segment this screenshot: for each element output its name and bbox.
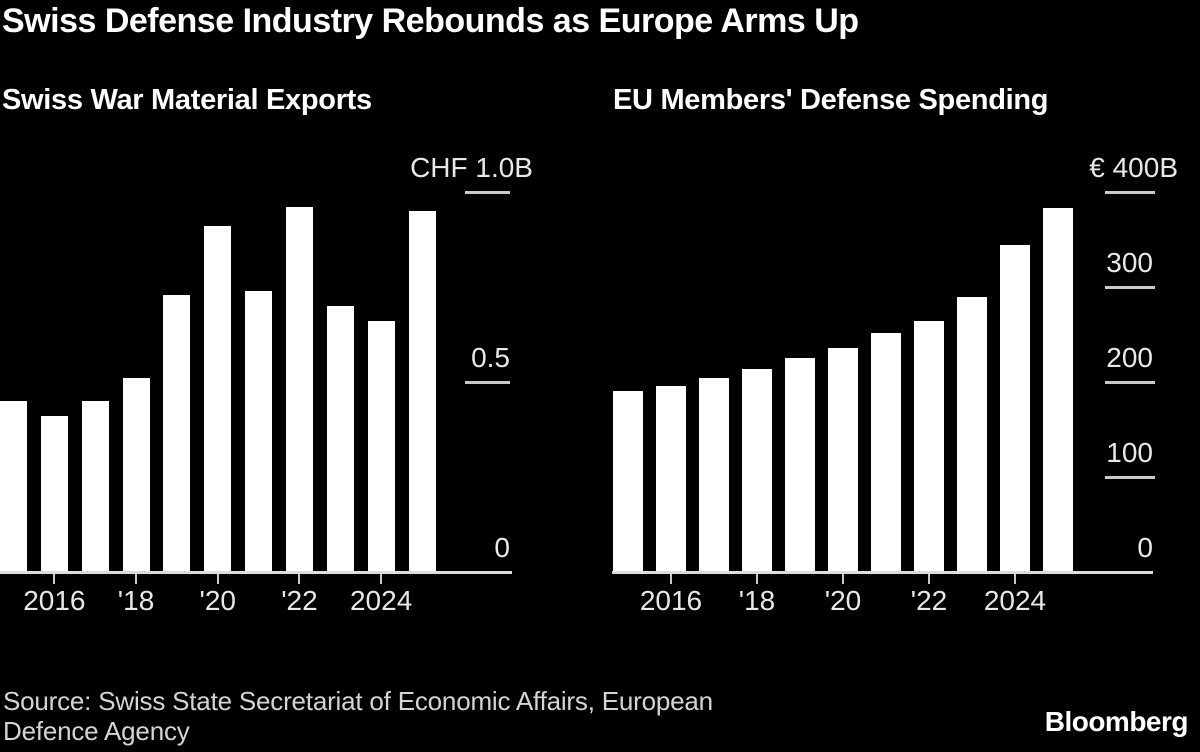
bar-2023 (326, 306, 354, 572)
y-tick-label-400: € 400B (1089, 152, 1178, 183)
bar-2016 (40, 416, 68, 572)
x-tick-label-2020: '20 (824, 585, 862, 616)
bar-2024 (367, 321, 395, 572)
y-gridline-1 (465, 190, 510, 194)
bloomberg-logo: Bloomberg (1044, 706, 1189, 737)
bar-2016 (656, 385, 686, 572)
bar-2025 (408, 211, 436, 572)
x-tick-2018 (135, 574, 138, 584)
x-tick-label-2022: '22 (910, 585, 948, 616)
x-tick-label-2018: '18 (738, 585, 776, 616)
y-tick-label-0: 0 (494, 532, 510, 563)
source-attribution: Source: Swiss State Secretariat of Econo… (3, 686, 713, 746)
y-tick-label-0: 0 (1137, 532, 1153, 563)
y-gridline-0.5 (465, 380, 510, 384)
y-tick-label-200: 200 (1106, 342, 1153, 373)
bar-2019 (785, 358, 815, 572)
y-gridline-100 (1105, 475, 1155, 479)
x-tick-2020 (842, 574, 844, 584)
x-tick-2020 (216, 574, 219, 584)
bar-2015 (0, 401, 27, 572)
y-tick-label-0.5: 0.5 (471, 342, 510, 373)
x-axis-line (0, 571, 512, 574)
x-tick-2024 (380, 574, 383, 584)
x-tick-label-2024: 2024 (983, 585, 1047, 616)
bar-2020 (828, 347, 858, 572)
bar-2022 (914, 321, 944, 572)
y-gridline-200 (1105, 380, 1155, 384)
x-tick-2018 (756, 574, 758, 584)
bar-2020 (204, 226, 232, 572)
bar-2017 (81, 401, 109, 572)
bar-2015 (613, 390, 643, 572)
x-tick-label-2024: 2024 (349, 585, 413, 616)
main-title: Swiss Defense Industry Rebounds as Europ… (2, 2, 859, 40)
bar-2019 (163, 294, 191, 572)
bar-2021 (245, 290, 273, 572)
x-tick-label-2016: 2016 (23, 585, 86, 616)
x-tick-label-2020: '20 (199, 585, 237, 616)
x-axis-line (612, 571, 1153, 574)
x-tick-2024 (1014, 574, 1016, 584)
x-tick-label-2022: '22 (281, 585, 318, 616)
x-tick-2022 (298, 574, 301, 584)
x-tick-label-2016: 2016 (639, 585, 703, 616)
x-tick-label-2018: '18 (117, 585, 155, 616)
y-tick-label-1: CHF 1.0B (410, 152, 533, 183)
source-line-1: Source: Swiss State Secretariat of Econo… (3, 686, 713, 716)
bar-2017 (699, 378, 729, 572)
source-line-2: Defence Agency (3, 716, 190, 746)
bar-2018 (122, 378, 150, 572)
left-chart-title: Swiss War Material Exports (2, 84, 372, 116)
bar-2023 (957, 296, 987, 572)
y-gridline-400 (1105, 190, 1155, 194)
x-tick-2016 (670, 574, 672, 584)
bar-2018 (742, 368, 772, 572)
bar-2022 (285, 207, 313, 572)
bar-2021 (871, 332, 901, 572)
y-tick-label-300: 300 (1106, 247, 1153, 278)
x-tick-2016 (53, 574, 56, 584)
bar-2024 (1000, 245, 1030, 572)
bar-2025 (1043, 208, 1073, 572)
y-tick-label-100: 100 (1106, 437, 1153, 468)
x-tick-2022 (928, 574, 930, 584)
y-gridline-300 (1105, 285, 1155, 289)
right-chart-title: EU Members' Defense Spending (613, 84, 1049, 116)
